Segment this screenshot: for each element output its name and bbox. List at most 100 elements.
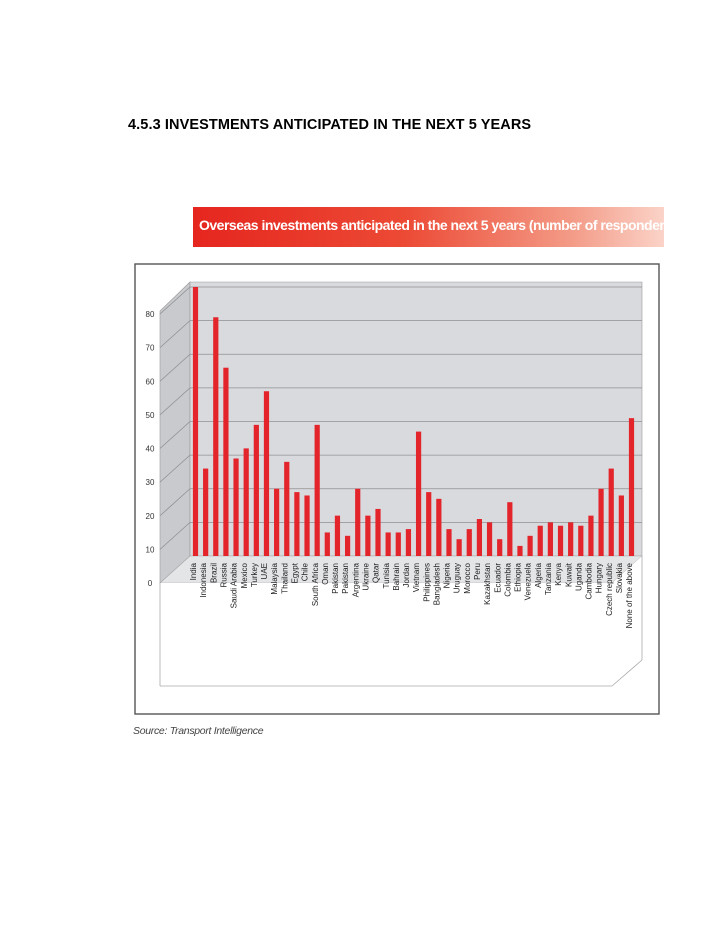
y-tick-label: 50 bbox=[146, 411, 155, 420]
bar bbox=[608, 468, 614, 556]
grid-line-side bbox=[159, 387, 191, 416]
x-category-label: Thailand bbox=[280, 563, 289, 594]
bar bbox=[547, 522, 553, 557]
bar bbox=[537, 525, 543, 556]
section-heading: 4.5.3 INVESTMENTS ANTICIPATED IN THE NEX… bbox=[128, 117, 532, 133]
x-category-label: India bbox=[189, 562, 198, 580]
bar bbox=[355, 488, 361, 556]
chart-title: Overseas investments anticipated in the … bbox=[199, 217, 684, 233]
bar bbox=[304, 495, 310, 556]
y-tick-label: 70 bbox=[146, 344, 155, 353]
x-category-label: Cambodia bbox=[585, 562, 594, 599]
bar bbox=[476, 519, 483, 556]
bar bbox=[284, 461, 290, 556]
x-category-label: Pakistan bbox=[331, 563, 340, 594]
x-category-label: None of the above bbox=[625, 562, 634, 628]
x-category-label: Hungary bbox=[595, 563, 604, 593]
chart-bottom-panel bbox=[160, 556, 642, 686]
x-category-label: South Africa bbox=[311, 562, 320, 606]
y-tick-label: 30 bbox=[146, 478, 155, 487]
x-category-label: Indonesia bbox=[199, 562, 208, 597]
x-category-label: Bahrain bbox=[392, 563, 401, 591]
bar bbox=[213, 317, 219, 556]
x-category-label: Czech republic bbox=[605, 563, 614, 616]
bar bbox=[568, 522, 574, 557]
bar bbox=[243, 448, 249, 556]
bar bbox=[426, 492, 432, 556]
y-tick-label: 80 bbox=[146, 310, 155, 319]
x-category-label: Tunisia bbox=[382, 562, 391, 588]
bar bbox=[466, 529, 472, 556]
x-category-label: Philippines bbox=[422, 563, 431, 602]
x-category-label: Egypt bbox=[291, 562, 300, 583]
bar bbox=[385, 532, 391, 556]
bars bbox=[192, 287, 635, 557]
x-category-label: Chile bbox=[301, 562, 310, 581]
x-category-label: Ethiopia bbox=[514, 562, 523, 591]
x-category-label: Vietnam bbox=[412, 563, 421, 593]
chart-title-banner: Overseas investments anticipated in the … bbox=[193, 207, 684, 247]
bar bbox=[365, 515, 371, 556]
bar bbox=[395, 532, 401, 556]
bar bbox=[192, 287, 199, 556]
bar bbox=[497, 539, 503, 556]
x-category-label: Slovakia bbox=[615, 562, 624, 593]
x-category-label: Argentina bbox=[351, 562, 360, 597]
y-tick-label: 40 bbox=[146, 445, 155, 454]
grid-line-side bbox=[159, 421, 191, 449]
bar bbox=[314, 424, 320, 556]
bar bbox=[557, 525, 564, 556]
bar bbox=[203, 468, 209, 556]
x-axis-labels: India Indonesia Brazil Russia Saudi Arabia Me… bbox=[189, 562, 634, 628]
bar bbox=[446, 529, 452, 556]
grid-line-side bbox=[159, 286, 191, 315]
x-category-label: Turkey bbox=[250, 563, 259, 587]
bar bbox=[344, 535, 351, 556]
x-category-label: Brazil bbox=[209, 563, 218, 583]
x-category-label: Colombia bbox=[503, 562, 512, 596]
x-category-label: Ecuador bbox=[493, 563, 502, 593]
x-category-label: Morocco bbox=[463, 562, 472, 593]
x-category-label: Jordan bbox=[402, 563, 411, 587]
grid-line-side bbox=[159, 454, 191, 483]
source-note: Source: Transport Intelligence bbox=[133, 725, 264, 737]
x-category-label: Qatar bbox=[372, 563, 381, 583]
y-tick-label: 20 bbox=[146, 512, 155, 521]
x-category-label: Venezuela bbox=[524, 562, 533, 600]
bar bbox=[253, 424, 259, 556]
bar bbox=[324, 532, 330, 556]
x-category-label: Oman bbox=[321, 563, 330, 585]
bar bbox=[375, 508, 381, 556]
x-category-label: Kenya bbox=[554, 562, 563, 585]
bar bbox=[628, 418, 635, 556]
bar bbox=[507, 502, 513, 556]
bar bbox=[517, 545, 523, 556]
grid-line-side bbox=[159, 488, 191, 517]
bar bbox=[456, 539, 462, 556]
x-category-label: Kuwait bbox=[564, 562, 573, 587]
x-category-label: Pakistan bbox=[341, 563, 350, 594]
bar bbox=[618, 495, 624, 556]
bar bbox=[233, 458, 239, 556]
x-category-label: Uganda bbox=[574, 562, 583, 591]
x-category-label: Peru bbox=[473, 563, 482, 580]
x-category-label: Russia bbox=[220, 562, 229, 587]
x-category-label: Tanzania bbox=[544, 562, 553, 595]
bar bbox=[436, 498, 442, 556]
grid-line-side bbox=[159, 522, 191, 550]
bar bbox=[598, 488, 604, 556]
x-category-label: Saudi Arabia bbox=[230, 562, 239, 608]
x-category-label: Malaysia bbox=[270, 562, 279, 594]
bar bbox=[405, 529, 412, 556]
x-category-label: Ukraine bbox=[361, 562, 370, 590]
bar bbox=[223, 367, 229, 556]
bar bbox=[415, 431, 422, 556]
bar bbox=[588, 515, 594, 556]
x-category-label: Mexico bbox=[240, 562, 249, 588]
bar bbox=[527, 535, 533, 556]
bar bbox=[334, 515, 341, 556]
y-tick-label: 10 bbox=[146, 545, 155, 554]
chart-bottom-diagonal bbox=[611, 659, 643, 687]
x-category-label: Algeria bbox=[534, 562, 543, 587]
